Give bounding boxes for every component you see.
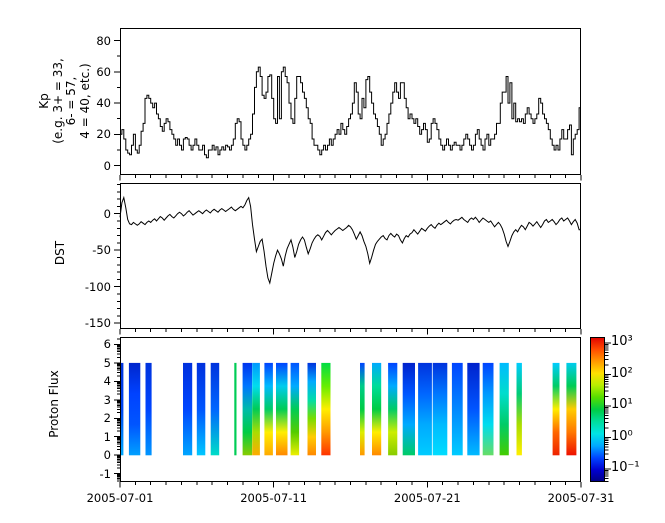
x-tick-label: 2005-07-11: [240, 491, 308, 505]
flux-strip: [499, 362, 509, 456]
dst-ytick-label: -50: [92, 243, 111, 258]
flux-ytick-label: 5: [103, 355, 111, 370]
kp-ytick-label: 80: [96, 33, 111, 48]
kp-series-line: [120, 66, 581, 159]
flux-strip: [566, 362, 577, 456]
dst-ytick-label: -150: [84, 316, 111, 331]
kp-axis-label-line1: Kp: [37, 93, 51, 109]
dst-ytick-label: 0: [103, 206, 111, 221]
kp-panel: [120, 28, 581, 175]
flux-strip: [307, 362, 316, 456]
dst-axis-label: DST: [53, 240, 67, 266]
flux-panel-border: [120, 337, 581, 482]
flux-strip: [418, 362, 432, 456]
flux-ytick-label: -1: [99, 466, 111, 481]
flux-strip: [252, 362, 260, 456]
dst-series-line: [119, 195, 581, 285]
flux-strip: [210, 362, 220, 456]
kp-ytick-label: 40: [96, 96, 111, 111]
colorbar-tick-label: 10⁻¹: [611, 460, 640, 476]
kp-axis-label: Kp (e.g. 3+ = 33, 6- = 57, 4 = 40, etc.): [37, 21, 94, 181]
dst-panel-border: [120, 183, 581, 329]
flux-strip: [402, 362, 415, 456]
flux-ytick-label: 6: [103, 337, 111, 352]
flux-strip: [196, 362, 206, 456]
flux-strip: [290, 362, 300, 456]
flux-ytick-label: 4: [103, 374, 111, 389]
kp-ytick-label: 20: [96, 127, 111, 142]
colorbar-tick-label: 10²: [611, 365, 633, 381]
flux-axis-label: Proton Flux: [47, 370, 61, 438]
x-tick-label: 2005-07-21: [393, 491, 461, 505]
flux-strip: [360, 362, 365, 456]
flux-ytick-label: 0: [103, 448, 111, 463]
flux-strip: [145, 362, 152, 456]
flux-strip: [321, 362, 331, 456]
flux-ytick-label: 3: [103, 392, 111, 407]
dst-ytick-label: -100: [84, 279, 111, 294]
flux-ytick-label: 2: [103, 411, 111, 426]
colorbar-gradient: [590, 337, 605, 482]
flux-panel: [120, 337, 581, 482]
flux-strip: [552, 362, 560, 456]
dst-panel-bg: [120, 183, 581, 329]
dst-panel: [120, 183, 581, 329]
flux-ytick-label: 1: [103, 429, 111, 444]
flux-strip: [183, 362, 193, 456]
kp-axis-label-line3: 6- = 57,: [64, 76, 78, 126]
flux-strip: [432, 362, 448, 456]
kp-ytick-label: 0: [103, 158, 111, 173]
kp-panel-border: [120, 28, 581, 175]
colorbar-border: [590, 337, 605, 482]
kp-axis-label-line4: 4 = 40, etc.): [77, 63, 92, 139]
flux-strip: [264, 362, 273, 456]
flux-strip: [128, 362, 141, 456]
x-tick-label: 2005-07-01: [86, 491, 154, 505]
flux-strip: [242, 362, 253, 456]
kp-ytick-label: 60: [96, 64, 111, 79]
kp-panel-bg: [120, 28, 581, 175]
flux-strip: [372, 362, 382, 456]
kp-axis-label-line2: (e.g. 3+ = 33,: [50, 58, 65, 144]
flux-strip: [516, 362, 522, 456]
flux-strip: [467, 362, 480, 456]
flux-strip: [451, 362, 463, 456]
flux-strip: [120, 362, 124, 456]
colorbar-tick-label: 10¹: [611, 397, 633, 413]
colorbar-tick-label: 10³: [611, 333, 633, 349]
colorbar-tick-label: 10⁰: [611, 428, 633, 444]
flux-strip: [388, 362, 398, 456]
colorbar: [590, 337, 605, 482]
flux-strip: [276, 362, 288, 456]
x-tick-label: 2005-07-31: [547, 491, 615, 505]
flux-strip: [234, 362, 237, 456]
flux-strip: [482, 362, 494, 456]
